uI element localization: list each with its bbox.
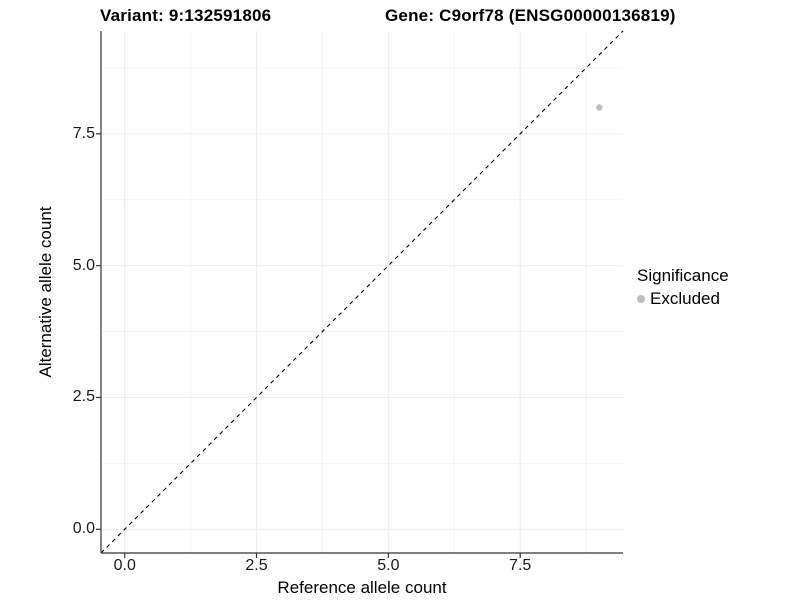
identity-dashed-line [100,30,624,554]
x-axis-title: Reference allele count [277,578,447,597]
legend-point-icon [637,295,645,303]
legend-item: Excluded [637,289,729,309]
gene-title: Gene: C9orf78 (ENSG00000136819) [385,6,676,25]
data-point [596,104,603,111]
x-tick-label: 0.0 [113,557,136,574]
scatter-plot-panel [96,30,624,558]
legend-item-label: Excluded [650,289,720,308]
legend-items: Excluded [637,289,729,309]
legend: Significance Excluded [637,266,729,309]
y-axis-title: Alternative allele count [36,206,55,378]
y-tick-label: 5.0 [72,256,95,274]
y-tick-label: 0.0 [72,520,95,538]
x-tick-label: 7.5 [509,557,532,574]
legend-title: Significance [637,266,729,285]
variant-title: Variant: 9:132591806 [100,6,272,25]
x-tick-label: 2.5 [245,557,268,574]
y-tick-label: 7.5 [72,124,95,142]
x-tick-label: 5.0 [377,557,400,574]
y-tick-label: 2.5 [72,388,95,406]
